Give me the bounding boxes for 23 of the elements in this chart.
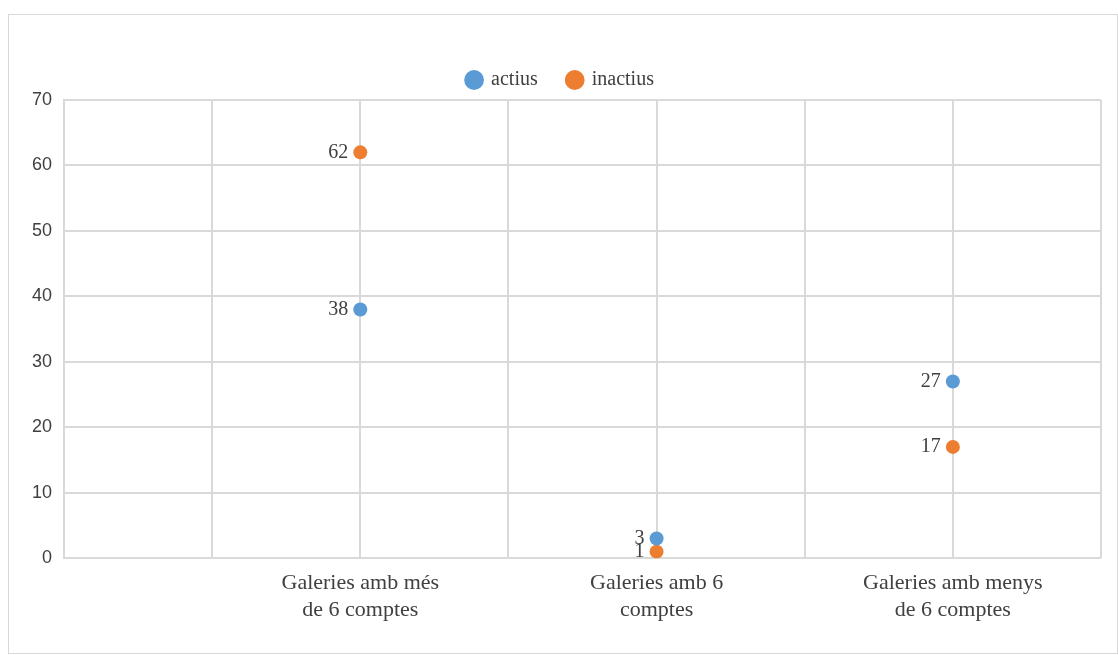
x-tick-label: Galeries amb menys de 6 comptes (863, 569, 1043, 621)
y-tick-label: 50 (31, 219, 53, 240)
y-tick-label: 20 (31, 416, 53, 437)
point (945, 439, 960, 454)
point (353, 302, 368, 317)
x-tick-label: Galeries amb més de 6 comptes (281, 569, 440, 621)
y-tick-label: 30 (31, 350, 53, 371)
data-label: 62 (328, 139, 349, 162)
legend-label: actius (491, 67, 538, 90)
point (649, 544, 664, 559)
point (945, 374, 960, 389)
y-tick-label: 10 (31, 481, 53, 502)
x-tick-label: Galeries amb 6 comptes (589, 569, 724, 621)
y-tick-label: 70 (31, 88, 53, 109)
legend-label: inactius (591, 67, 655, 90)
point (353, 145, 368, 160)
y-tick-label: 40 (31, 285, 53, 306)
data-label: 38 (328, 296, 349, 319)
point (649, 531, 664, 546)
data-label: 17 (920, 434, 941, 457)
y-tick-label: 0 (42, 547, 53, 568)
data-label: 27 (920, 368, 941, 391)
y-tick-label: 60 (31, 154, 53, 175)
